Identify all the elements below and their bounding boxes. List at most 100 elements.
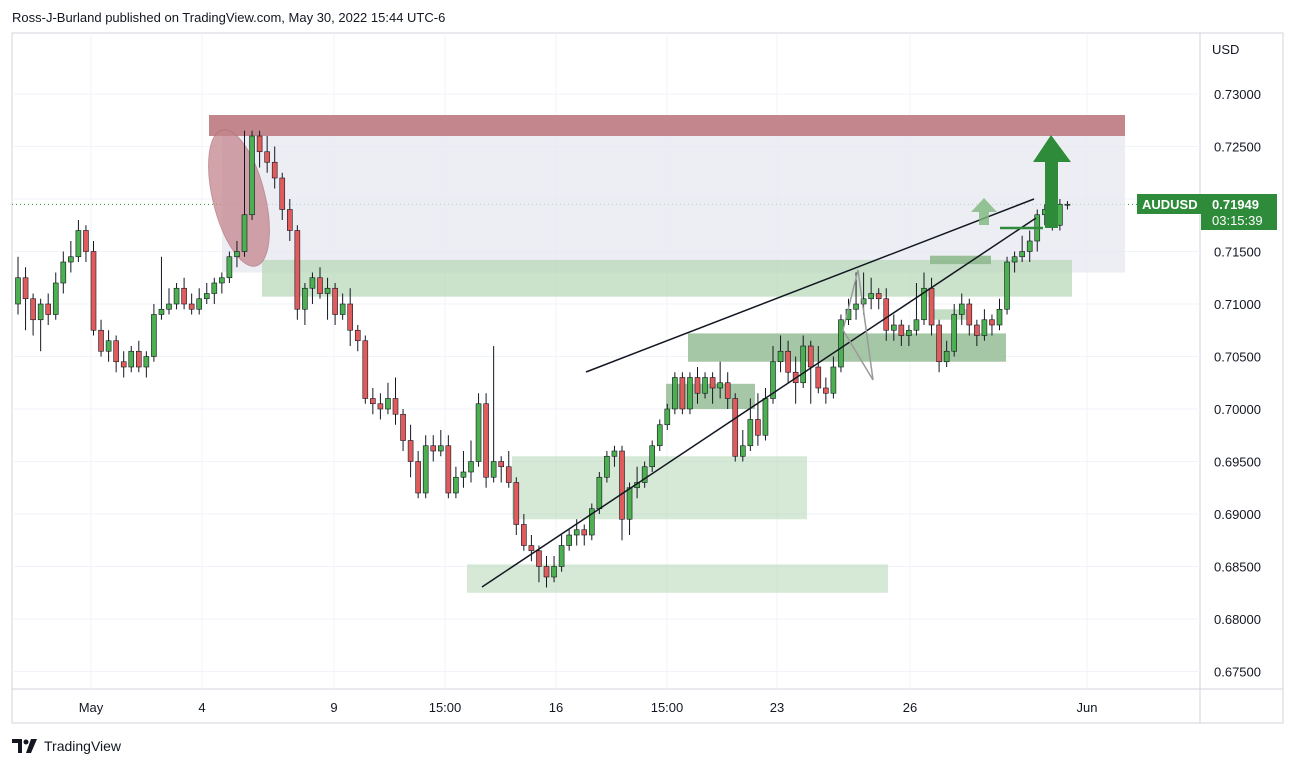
candle-up — [913, 319, 920, 331]
candle-up — [800, 345, 807, 384]
time-axis[interactable]: May 4 9 15:00 16 15:00 23 26 Jun — [79, 700, 1098, 715]
candle-down — [264, 151, 270, 163]
candle-up — [611, 450, 618, 457]
candle-down — [694, 377, 701, 394]
candle-up — [37, 303, 44, 321]
candle-up — [1064, 203, 1071, 206]
candle-up — [339, 303, 346, 315]
candle-down — [392, 398, 399, 415]
candle-down — [732, 398, 739, 457]
demand-zone-low — [512, 456, 807, 520]
x-tick-label: 26 — [903, 700, 917, 715]
candle-up — [838, 319, 844, 368]
candle-down — [347, 303, 354, 331]
resistance-trendline — [585, 198, 1035, 373]
candle-up — [128, 350, 135, 368]
candle-down — [815, 366, 822, 389]
candle-up — [166, 303, 172, 310]
y-tick-label: 0.71000 — [1214, 297, 1261, 312]
projection-arrow-small — [971, 198, 997, 225]
price-axis[interactable]: USD 0.730000.725000.720000.715000.710000… — [1212, 42, 1261, 680]
candle-down — [30, 298, 36, 321]
demand-zone-tiny-2 — [930, 255, 991, 265]
candle-down — [120, 361, 127, 368]
range-zone — [222, 136, 1125, 273]
candle-up — [860, 298, 867, 305]
candle-down — [543, 566, 550, 578]
bar-countdown: 03:15:39 — [1212, 213, 1263, 228]
candle-up — [672, 377, 678, 410]
candle-up — [702, 377, 708, 394]
currency-label: USD — [1212, 42, 1239, 57]
candle-up — [437, 445, 444, 452]
candle-up — [830, 366, 837, 394]
candle-up — [151, 314, 157, 357]
candle-up — [226, 256, 233, 279]
y-tick-label: 0.68500 — [1214, 560, 1261, 575]
candle-up — [739, 445, 746, 457]
candle-up — [770, 361, 776, 399]
candle-up — [777, 350, 784, 363]
candle-up — [1026, 240, 1033, 252]
candle-down — [785, 350, 791, 373]
candle-up — [475, 403, 482, 462]
candle-up — [890, 324, 897, 331]
candle-up — [656, 424, 663, 447]
x-tick-label: 15:00 — [651, 700, 684, 715]
candle-up — [460, 471, 467, 478]
candle-down — [400, 413, 406, 441]
candle-down — [271, 161, 278, 179]
candle-down — [679, 377, 686, 410]
candle-up — [68, 256, 74, 263]
candle-up — [302, 287, 308, 310]
candle-up — [173, 287, 180, 305]
candle-up — [75, 230, 82, 258]
last-price-label: AUDUSD 0.71949 03:15:39 — [1137, 194, 1277, 230]
y-tick-label: 0.70000 — [1214, 402, 1261, 417]
candle-up — [490, 461, 497, 478]
y-tick-label: 0.67500 — [1214, 665, 1261, 680]
candle-down — [989, 319, 995, 326]
candle-down — [724, 382, 731, 399]
y-tick-label: 0.73000 — [1214, 87, 1261, 102]
candle-up — [385, 398, 391, 410]
candle-down — [709, 377, 716, 389]
candle-down — [430, 445, 437, 452]
candle-up — [1019, 251, 1025, 258]
candle-down — [483, 403, 489, 478]
candle-down — [823, 387, 829, 394]
candle-up — [468, 461, 474, 473]
symbol-tag-text: AUDUSD — [1142, 197, 1198, 212]
candle-up — [60, 261, 67, 284]
tradingview-logo-icon — [12, 739, 37, 753]
candle-up — [921, 287, 927, 321]
candle-up — [158, 308, 165, 315]
candle-up — [604, 455, 610, 478]
candle-down — [362, 340, 369, 399]
candle-down — [755, 419, 761, 436]
candle-down — [377, 403, 384, 410]
x-tick-label: Jun — [1077, 700, 1098, 715]
candle-down — [966, 303, 973, 326]
y-tick-label: 0.71500 — [1214, 245, 1261, 260]
candle-down — [286, 209, 293, 231]
candles-layer — [15, 130, 1071, 588]
candle-up — [249, 135, 255, 216]
candle-down — [521, 524, 527, 546]
candle-down — [317, 277, 323, 294]
demand-zone-upper — [262, 259, 1072, 297]
candle-up — [573, 529, 580, 536]
candle-up — [241, 214, 248, 252]
candle-up — [422, 445, 429, 494]
candle-up — [324, 287, 331, 294]
y-tick-label: 0.69500 — [1214, 455, 1261, 470]
candle-down — [928, 287, 935, 326]
candle-up — [52, 282, 59, 315]
candle-down — [498, 461, 505, 468]
candle-up — [105, 340, 112, 352]
candle-up — [981, 319, 988, 336]
candle-down — [98, 329, 104, 352]
candle-down — [415, 461, 421, 494]
last-price-value: 0.71949 — [1212, 197, 1259, 212]
